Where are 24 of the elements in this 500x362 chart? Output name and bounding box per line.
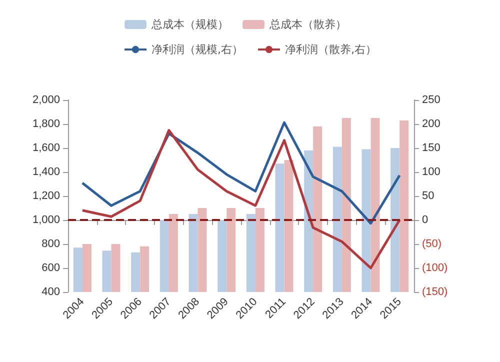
y2-tick-label: 50 <box>422 190 434 202</box>
y-tick-label: 1,600 <box>32 142 60 154</box>
y-tick-label: 400 <box>42 286 60 298</box>
y2-tick-label: 150 <box>422 142 440 154</box>
y-tick-label: 1,400 <box>32 166 60 178</box>
line-series <box>81 121 401 225</box>
y2-tick-label: 200 <box>422 118 440 130</box>
y2-tick-label: (150) <box>422 286 448 298</box>
y-tick-label: 1,200 <box>32 190 60 202</box>
y-tick-label: 600 <box>42 262 60 274</box>
y2-tick-label: 0 <box>422 214 428 226</box>
y-tick-label: 1,800 <box>32 118 60 130</box>
y-tick-label: 800 <box>42 238 60 250</box>
y-tick-label: 1,000 <box>32 214 60 226</box>
legend-label: 净利润（散养,右） <box>285 43 376 56</box>
y2-tick-label: (50) <box>422 238 442 250</box>
line-series <box>81 128 401 270</box>
y2-tick-label: (100) <box>422 262 448 274</box>
legend-label: 净利润（规模,右） <box>152 43 244 56</box>
y-tick-label: 2,000 <box>32 94 60 106</box>
y2-tick-label: 250 <box>422 94 440 106</box>
legend-label: 总成本（规模） <box>150 18 229 31</box>
legend-label: 总成本（散养） <box>268 18 347 31</box>
y2-tick-label: 100 <box>422 166 440 178</box>
